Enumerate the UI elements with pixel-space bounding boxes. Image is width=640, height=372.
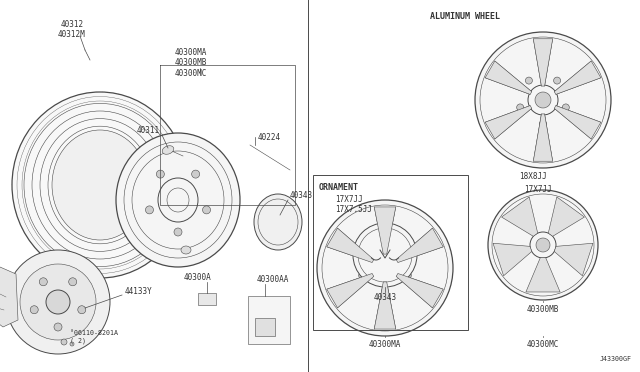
Polygon shape xyxy=(374,282,396,329)
Text: 17X7JJ: 17X7JJ xyxy=(524,185,552,194)
Text: 44133Y: 44133Y xyxy=(125,288,153,296)
Polygon shape xyxy=(493,243,532,276)
Text: 18X8JJ: 18X8JJ xyxy=(519,172,547,181)
Circle shape xyxy=(367,245,374,252)
Circle shape xyxy=(396,245,403,252)
Bar xyxy=(313,175,468,330)
Circle shape xyxy=(6,250,110,354)
Circle shape xyxy=(535,92,551,108)
Polygon shape xyxy=(533,39,553,86)
Text: ORNAMENT: ORNAMENT xyxy=(319,183,359,192)
Text: °06110-8201A
( 2): °06110-8201A ( 2) xyxy=(70,330,118,343)
Text: 40312
40312M: 40312 40312M xyxy=(58,20,86,39)
Ellipse shape xyxy=(12,92,188,278)
Polygon shape xyxy=(554,61,601,94)
Polygon shape xyxy=(548,197,584,236)
Circle shape xyxy=(518,248,525,255)
Circle shape xyxy=(317,200,453,336)
Circle shape xyxy=(554,77,561,84)
Circle shape xyxy=(70,342,74,346)
Circle shape xyxy=(358,272,365,279)
Circle shape xyxy=(30,306,38,314)
Circle shape xyxy=(536,238,550,252)
Ellipse shape xyxy=(116,133,240,267)
Text: 17X7JJ
17X7.5JJ: 17X7JJ 17X7.5JJ xyxy=(335,195,372,214)
Polygon shape xyxy=(485,106,532,139)
Circle shape xyxy=(516,104,524,111)
Ellipse shape xyxy=(202,206,211,214)
Circle shape xyxy=(563,104,570,111)
Text: 40311: 40311 xyxy=(136,126,159,135)
Text: 40343: 40343 xyxy=(373,293,397,302)
Polygon shape xyxy=(526,258,560,292)
Circle shape xyxy=(377,260,393,276)
Text: 40224: 40224 xyxy=(258,132,281,141)
Polygon shape xyxy=(533,114,553,161)
Polygon shape xyxy=(396,273,444,308)
Polygon shape xyxy=(554,106,601,139)
Circle shape xyxy=(381,289,388,295)
Ellipse shape xyxy=(191,170,200,178)
Circle shape xyxy=(353,223,417,287)
Circle shape xyxy=(61,339,67,345)
Circle shape xyxy=(20,264,96,340)
Bar xyxy=(198,293,216,305)
Circle shape xyxy=(540,263,547,270)
Text: 40300MB: 40300MB xyxy=(527,305,559,314)
Polygon shape xyxy=(396,228,444,263)
Circle shape xyxy=(540,121,547,128)
Text: 40343: 40343 xyxy=(290,190,313,199)
Polygon shape xyxy=(374,207,396,254)
Circle shape xyxy=(525,77,532,84)
Ellipse shape xyxy=(174,228,182,236)
Text: 40300MC: 40300MC xyxy=(527,340,559,349)
Circle shape xyxy=(54,323,62,331)
Ellipse shape xyxy=(145,206,154,214)
Polygon shape xyxy=(485,61,532,94)
Text: J43300GF: J43300GF xyxy=(600,356,632,362)
Ellipse shape xyxy=(162,146,174,154)
Polygon shape xyxy=(0,267,18,327)
Text: 40300A: 40300A xyxy=(184,273,212,282)
Text: ALUMINUM WHEEL: ALUMINUM WHEEL xyxy=(430,12,500,21)
Circle shape xyxy=(552,224,559,231)
Circle shape xyxy=(46,290,70,314)
Text: 40300MA: 40300MA xyxy=(369,340,401,349)
Polygon shape xyxy=(327,273,374,308)
Circle shape xyxy=(475,32,611,168)
Ellipse shape xyxy=(181,246,191,254)
Ellipse shape xyxy=(254,194,302,250)
Circle shape xyxy=(488,190,598,300)
Circle shape xyxy=(39,278,47,286)
Circle shape xyxy=(404,272,412,279)
Ellipse shape xyxy=(156,170,164,178)
Bar xyxy=(248,296,290,344)
Circle shape xyxy=(561,248,568,255)
Polygon shape xyxy=(327,228,374,263)
Bar xyxy=(255,318,275,336)
Text: 40300MA
40300MB
40300MC: 40300MA 40300MB 40300MC xyxy=(175,48,207,78)
Circle shape xyxy=(527,224,534,231)
Circle shape xyxy=(78,306,86,314)
Text: 40300AA: 40300AA xyxy=(257,275,289,284)
Polygon shape xyxy=(554,243,593,276)
Polygon shape xyxy=(502,197,538,236)
Ellipse shape xyxy=(52,130,148,240)
Circle shape xyxy=(68,278,77,286)
